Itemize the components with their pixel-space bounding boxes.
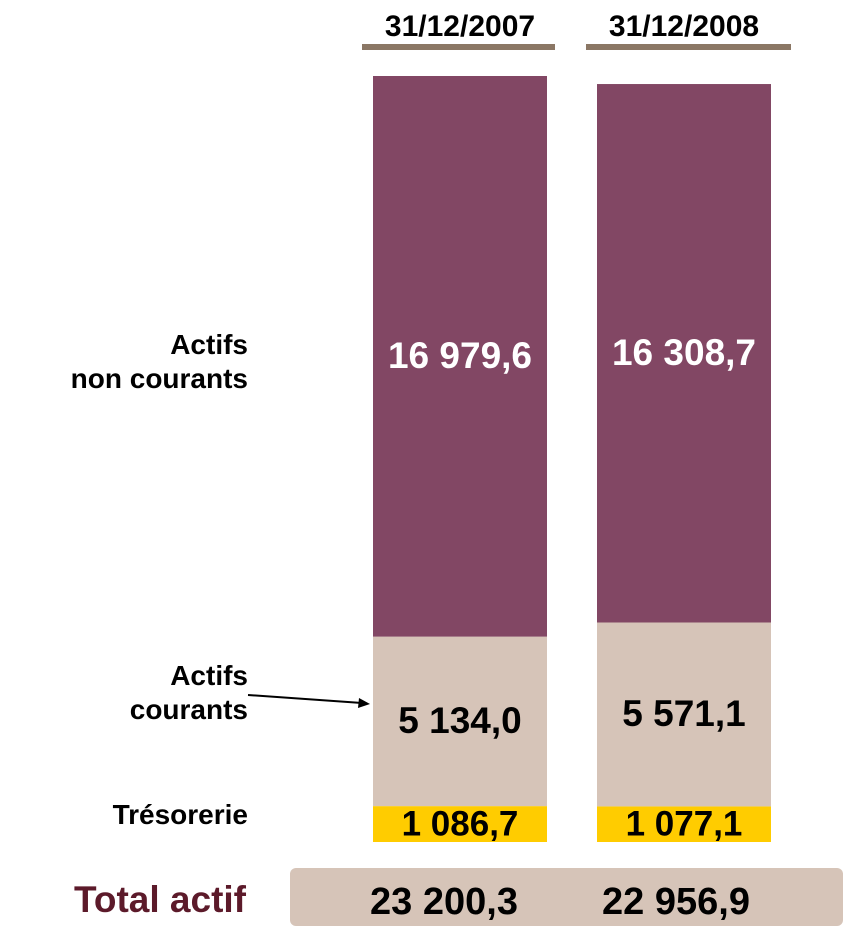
bar-segment bbox=[373, 76, 547, 637]
legend-label: Actifs courants bbox=[129, 660, 248, 725]
legend-label: Trésorerie bbox=[112, 799, 248, 830]
arrow-head bbox=[358, 698, 370, 708]
bar-segment bbox=[597, 84, 771, 623]
value-label: 5 571,1 bbox=[622, 693, 745, 734]
legend-label: Actifs non courants bbox=[70, 329, 248, 394]
value-label: 5 134,0 bbox=[398, 700, 521, 741]
arrow bbox=[247, 694, 363, 704]
category-label: 31/12/2008 bbox=[609, 10, 759, 43]
value-label: 1 086,7 bbox=[402, 804, 519, 843]
bar-segment bbox=[373, 806, 547, 842]
value-label: 16 308,7 bbox=[612, 332, 756, 373]
total-value: 22 956,9 bbox=[602, 881, 750, 923]
value-label: 16 979,6 bbox=[388, 335, 532, 376]
bar-segment bbox=[597, 622, 771, 807]
total-label: Total actif bbox=[74, 879, 247, 920]
total-box bbox=[290, 868, 843, 926]
category-label: 31/12/2007 bbox=[385, 10, 535, 43]
category-underline bbox=[362, 44, 555, 50]
total-value: 23 200,3 bbox=[370, 881, 518, 923]
bar-segment bbox=[597, 806, 771, 842]
category-underline bbox=[586, 44, 791, 50]
value-label: 1 077,1 bbox=[626, 804, 743, 843]
bar-segment bbox=[373, 636, 547, 807]
